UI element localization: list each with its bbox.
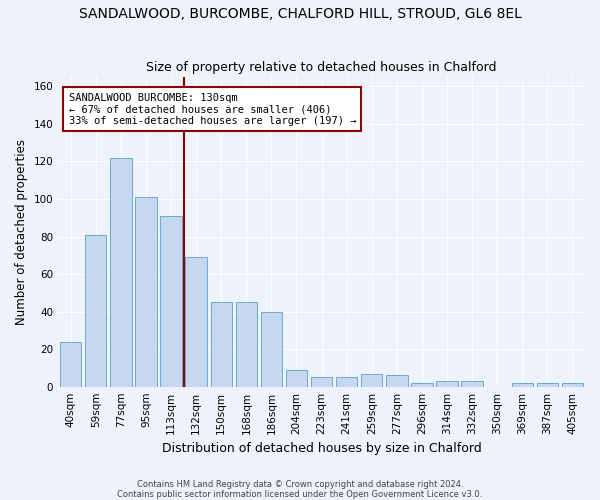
Bar bbox=[236, 302, 257, 386]
Text: Contains HM Land Registry data © Crown copyright and database right 2024.
Contai: Contains HM Land Registry data © Crown c… bbox=[118, 480, 482, 499]
Bar bbox=[160, 216, 182, 386]
Text: SANDALWOOD BURCOMBE: 130sqm
← 67% of detached houses are smaller (406)
33% of se: SANDALWOOD BURCOMBE: 130sqm ← 67% of det… bbox=[69, 92, 356, 126]
Bar bbox=[562, 383, 583, 386]
Bar bbox=[211, 302, 232, 386]
Bar bbox=[60, 342, 82, 386]
X-axis label: Distribution of detached houses by size in Chalford: Distribution of detached houses by size … bbox=[162, 442, 481, 455]
Bar bbox=[461, 381, 483, 386]
Bar bbox=[386, 376, 407, 386]
Bar bbox=[110, 158, 131, 386]
Bar bbox=[286, 370, 307, 386]
Bar bbox=[512, 383, 533, 386]
Bar bbox=[411, 383, 433, 386]
Bar bbox=[361, 374, 382, 386]
Bar bbox=[336, 378, 358, 386]
Bar bbox=[261, 312, 282, 386]
Bar bbox=[436, 381, 458, 386]
Bar bbox=[537, 383, 558, 386]
Bar bbox=[185, 257, 207, 386]
Bar bbox=[85, 234, 106, 386]
Title: Size of property relative to detached houses in Chalford: Size of property relative to detached ho… bbox=[146, 62, 497, 74]
Bar bbox=[311, 378, 332, 386]
Bar bbox=[136, 197, 157, 386]
Text: SANDALWOOD, BURCOMBE, CHALFORD HILL, STROUD, GL6 8EL: SANDALWOOD, BURCOMBE, CHALFORD HILL, STR… bbox=[79, 8, 521, 22]
Y-axis label: Number of detached properties: Number of detached properties bbox=[15, 139, 28, 325]
